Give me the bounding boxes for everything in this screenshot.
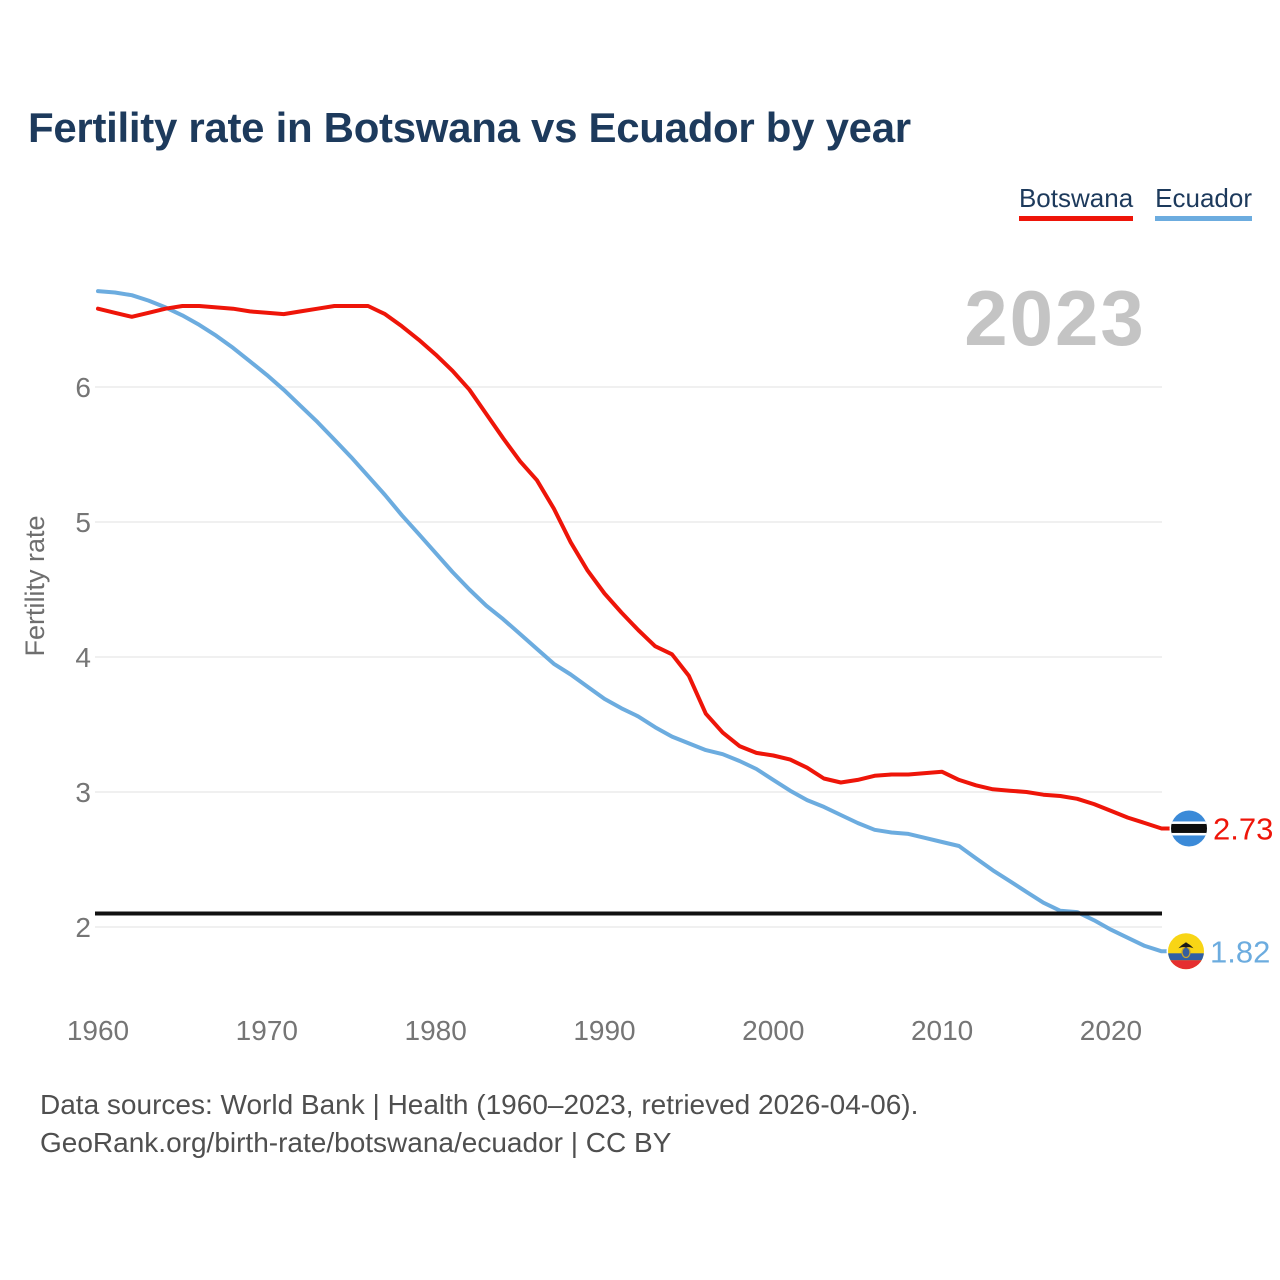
legend-swatch-botswana	[1018, 216, 1134, 222]
botswana-end-value: 2.73	[1213, 811, 1273, 846]
x-tick-label-1970: 1970	[236, 1015, 298, 1046]
y-tick-label-2: 2	[75, 912, 91, 943]
legend-label-botswana: Botswana	[1018, 183, 1134, 213]
y-tick-label-6: 6	[75, 372, 91, 403]
x-tick-label-2010: 2010	[911, 1015, 973, 1046]
y-tick-label-5: 5	[75, 507, 91, 538]
x-tick-label-2020: 2020	[1080, 1015, 1142, 1046]
botswana-line[interactable]	[96, 304, 1171, 831]
footer-source-line: Data sources: World Bank | Health (1960–…	[40, 1089, 919, 1120]
y-tick-label-3: 3	[75, 777, 91, 808]
legend-label-ecuador: Ecuador	[1155, 183, 1252, 213]
legend-item-botswana[interactable]: Botswana	[1018, 183, 1134, 222]
legend-swatch-ecuador	[1155, 216, 1252, 222]
ecuador-flag-icon	[1166, 931, 1206, 971]
footer: Data sources: World Bank | Health (1960–…	[40, 1086, 918, 1162]
ecuador-line[interactable]	[96, 289, 1171, 954]
legend: Botswana Ecuador	[1018, 183, 1252, 222]
legend-item-ecuador[interactable]: Ecuador	[1155, 183, 1252, 222]
watermark-year: 2023	[964, 274, 1146, 362]
y-tick-label-4: 4	[75, 642, 91, 673]
x-tick-label-2000: 2000	[742, 1015, 804, 1046]
page-title: Fertility rate in Botswana vs Ecuador by…	[28, 104, 911, 151]
botswana-flag-icon	[1169, 808, 1209, 848]
x-tick-label-1980: 1980	[405, 1015, 467, 1046]
ecuador-end-value: 1.82	[1210, 934, 1270, 969]
x-tick-label-1990: 1990	[573, 1015, 635, 1046]
y-axis-title: Fertility rate	[20, 515, 50, 656]
footer-attribution-line: GeoRank.org/birth-rate/botswana/ecuador …	[40, 1127, 672, 1158]
x-tick-label-1960: 1960	[67, 1015, 129, 1046]
